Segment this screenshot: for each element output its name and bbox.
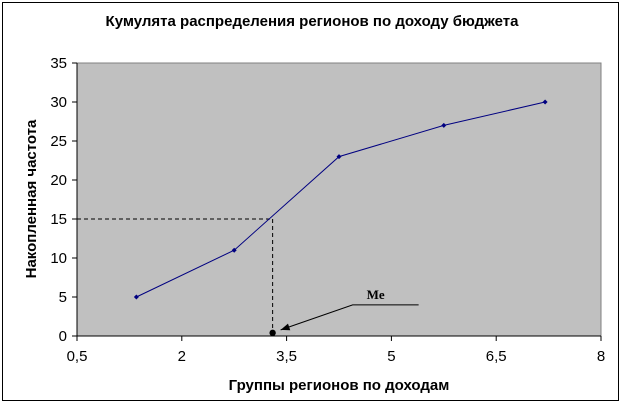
x-tick-label: 8: [597, 348, 605, 365]
median-arrow-head: [280, 323, 291, 331]
median-label: Me: [367, 287, 385, 302]
x-tick-label: 0,5: [67, 348, 88, 365]
data-point: [231, 247, 237, 253]
data-point: [133, 294, 139, 300]
median-point: [269, 329, 276, 337]
data-point: [441, 122, 447, 128]
y-tick-label: 25: [50, 133, 67, 150]
median-annotation: Me: [269, 287, 419, 337]
median-guides: [77, 218, 274, 336]
y-tick-label: 20: [50, 172, 67, 189]
x-tick-label: 2: [178, 348, 186, 365]
y-tick-label: 15: [50, 211, 67, 228]
y-tick-label: 30: [50, 94, 67, 111]
x-tick-label: 6,5: [486, 348, 507, 365]
plot-area: [76, 62, 602, 337]
chart-title: Кумулята распределения регионов по доход…: [106, 13, 520, 30]
y-axis-title: Накопленная частота: [23, 119, 40, 278]
data-point: [542, 99, 548, 105]
y-tick-label: 5: [59, 289, 67, 306]
y-tick-label: 0: [59, 328, 67, 345]
y-tick-label: 35: [50, 55, 67, 72]
x-axis-title: Группы регионов по доходам: [229, 377, 450, 394]
y-axis: 0 5 10 15 20 25 30 35: [50, 55, 78, 345]
data-point: [336, 154, 342, 160]
median-arrow-line: [280, 304, 419, 331]
series-group: [133, 99, 548, 300]
y-tick-label: 10: [50, 250, 67, 267]
x-axis: 0,5 2 3,5 5 6,5 8: [67, 335, 605, 365]
x-tick-label: 3,5: [276, 348, 297, 365]
x-tick-label: 5: [387, 348, 395, 365]
